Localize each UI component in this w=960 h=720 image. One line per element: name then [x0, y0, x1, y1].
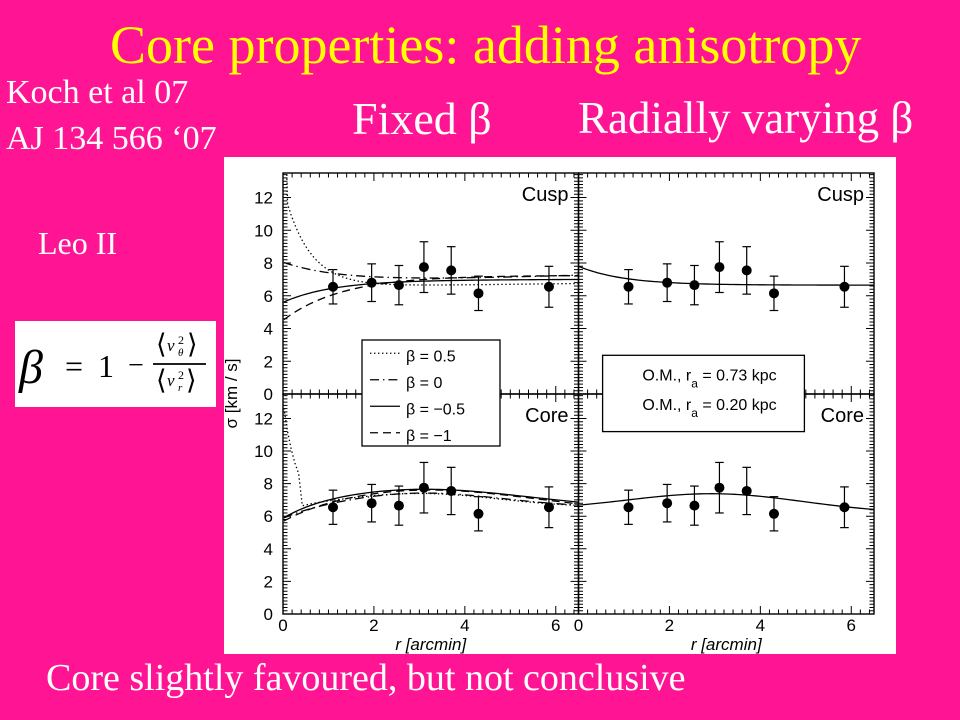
svg-text:8: 8: [264, 254, 273, 273]
svg-text:β = −1: β = −1: [406, 428, 452, 445]
svg-text:4: 4: [756, 616, 765, 635]
svg-text:8: 8: [264, 475, 273, 494]
svg-text:Core: Core: [821, 405, 864, 427]
svg-text:6: 6: [847, 616, 856, 635]
svg-text:⟩: ⟩: [186, 365, 197, 395]
svg-text:6: 6: [264, 507, 273, 526]
svg-text:⟨: ⟨: [156, 329, 167, 359]
svg-text:2: 2: [369, 616, 378, 635]
svg-text:6: 6: [551, 616, 560, 635]
svg-text:0: 0: [574, 616, 583, 635]
svg-text:10: 10: [254, 442, 273, 461]
svg-text:Core: Core: [525, 405, 568, 427]
svg-text:12: 12: [254, 409, 273, 428]
svg-text:v: v: [167, 336, 175, 355]
svg-text:θ: θ: [178, 347, 184, 359]
svg-text:6: 6: [264, 287, 273, 306]
svg-text:0: 0: [264, 605, 273, 624]
svg-text:β: β: [18, 341, 43, 394]
svg-text:2: 2: [665, 616, 674, 635]
svg-text:⟩: ⟩: [187, 329, 198, 359]
svg-text:2: 2: [264, 352, 273, 371]
svg-text:4: 4: [264, 320, 273, 339]
svg-text:r [arcmin]: r [arcmin]: [691, 635, 763, 654]
svg-text:Cusp: Cusp: [817, 184, 864, 206]
svg-text:12: 12: [254, 189, 273, 208]
svg-text:=: =: [65, 348, 83, 384]
svg-text:⟨: ⟨: [156, 365, 167, 395]
svg-text:1: 1: [98, 348, 114, 384]
svg-text:r [arcmin]: r [arcmin]: [395, 635, 467, 654]
svg-text:v: v: [167, 371, 175, 390]
svg-text:2: 2: [178, 368, 184, 382]
svg-text:Cusp: Cusp: [522, 184, 569, 206]
svg-text:β = 0: β = 0: [406, 375, 442, 392]
svg-text:β = −0.5: β = −0.5: [406, 401, 465, 418]
svg-text:2: 2: [178, 333, 184, 347]
svg-text:4: 4: [460, 616, 469, 635]
svg-text:10: 10: [254, 221, 273, 240]
svg-text:β = 0.5: β = 0.5: [406, 348, 456, 365]
svg-text:4: 4: [264, 540, 273, 559]
svg-text:2: 2: [264, 572, 273, 591]
svg-text:r: r: [178, 382, 183, 394]
svg-text:0: 0: [264, 385, 273, 404]
svg-text:σ [km / s]: σ [km / s]: [224, 359, 241, 429]
svg-text:0: 0: [278, 616, 287, 635]
svg-text:−: −: [128, 350, 144, 381]
